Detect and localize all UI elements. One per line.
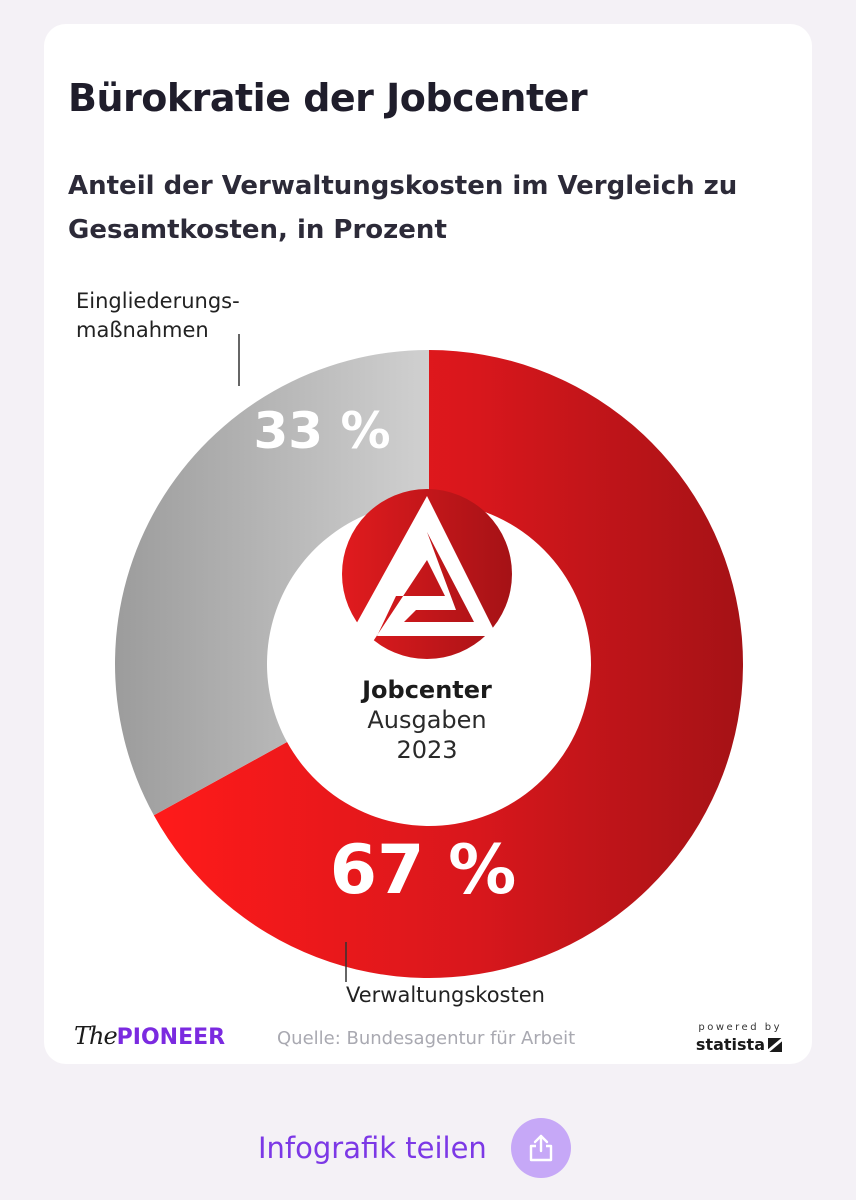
share-icon[interactable] <box>510 1118 571 1178</box>
eingliederung-label-line1: Eingliederungs- <box>76 289 240 313</box>
statista-mark-icon <box>768 1037 782 1052</box>
chart-subtitle: Anteil der Verwaltungskosten im Vergleic… <box>68 171 738 245</box>
center-year: 2023 <box>396 736 457 764</box>
chart-title: Bürokratie der Jobcenter <box>68 76 588 120</box>
infographic-card: Bürokratie der Jobcenter Anteil der Verw… <box>44 24 812 1064</box>
source-note: Quelle: Bundesagentur für Arbeit <box>277 1028 576 1049</box>
brand-pioneer: PIONEER <box>116 1025 226 1050</box>
brand-the: The <box>74 1022 118 1050</box>
slice-verwaltungskosten <box>153 350 743 979</box>
share-infographic-button[interactable]: Infografik teilen <box>258 1118 571 1178</box>
statista-logo[interactable]: powered by statista <box>696 1022 782 1054</box>
verwaltung-label: Verwaltungskosten <box>346 983 545 1007</box>
eingliederung-label-line2: maßnahmen <box>76 318 209 342</box>
statista-brand: statista <box>695 1035 765 1054</box>
eingliederung-pct-label: 33 % <box>253 402 390 460</box>
powered-by-text: powered by <box>698 1022 782 1033</box>
the-pioneer-logo[interactable]: ThePIONEER <box>74 1022 225 1051</box>
center-title: Jobcenter <box>360 676 492 704</box>
share-label: Infografik teilen <box>258 1131 487 1165</box>
verwaltung-pct-label: 67 % <box>330 831 516 910</box>
slice-eingliederungsmaßnahmen <box>115 350 430 816</box>
donut-chart: Eingliederungs- maßnahmen Verwaltungskos… <box>76 289 743 1007</box>
bundesagentur-logo-icon <box>342 489 512 659</box>
center-subtitle: Ausgaben <box>367 706 486 734</box>
